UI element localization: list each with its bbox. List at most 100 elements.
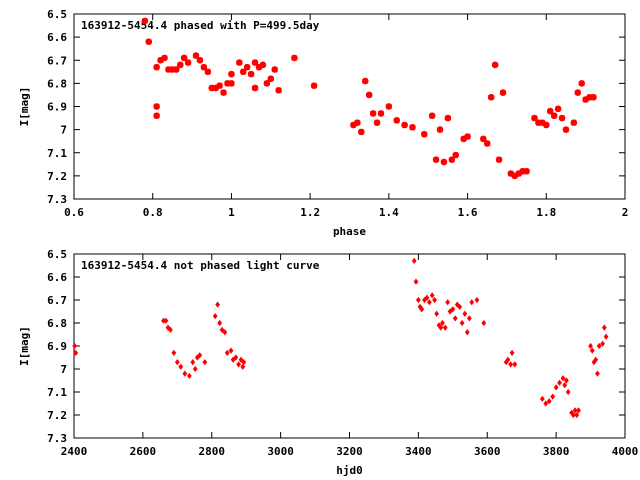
data-point xyxy=(539,119,546,126)
data-point xyxy=(434,310,440,317)
data-point xyxy=(495,156,503,163)
data-point xyxy=(182,370,188,377)
data-point xyxy=(228,70,235,78)
data-point xyxy=(491,61,499,69)
data-point xyxy=(511,172,518,180)
data-point xyxy=(560,375,566,382)
chart-title: 163912-5454.4 phased with P=499.5day xyxy=(81,19,320,32)
data-point xyxy=(589,347,595,354)
data-point xyxy=(350,121,357,129)
data-point xyxy=(546,398,552,405)
data-point xyxy=(259,61,267,69)
y-tick-label: 7.1 xyxy=(47,386,67,399)
y-axis-label: I[mag] xyxy=(18,87,31,127)
unphased-light-curve-chart: 2400 2600 2800 3000 3200 3400 3600 3800 4000 6.5 6… xyxy=(18,248,638,477)
data-point xyxy=(424,294,430,301)
data-point xyxy=(192,52,200,59)
data-point xyxy=(505,356,511,363)
data-point xyxy=(459,319,465,327)
data-point xyxy=(484,140,491,147)
data-point xyxy=(460,135,467,143)
y-tick-label: 7 xyxy=(60,124,67,137)
data-point xyxy=(576,407,581,414)
data-point xyxy=(153,103,160,110)
y-tick-label: 6.5 xyxy=(47,248,67,261)
x-tick-label: 2400 xyxy=(61,445,88,458)
data-point xyxy=(161,54,168,62)
data-point xyxy=(358,128,365,136)
data-point xyxy=(507,170,515,177)
chart-title: 163912-5454.4 not phased light curve xyxy=(81,259,320,272)
data-point xyxy=(562,381,568,389)
data-point xyxy=(163,317,169,324)
x-tick-label: 3600 xyxy=(474,445,501,458)
data-point xyxy=(192,365,198,373)
data-point xyxy=(190,358,196,366)
data-point xyxy=(222,329,228,336)
y-tick-label: 7.3 xyxy=(47,432,67,445)
data-point xyxy=(165,66,172,73)
data-point xyxy=(141,17,149,25)
data-point xyxy=(547,107,554,115)
data-point xyxy=(177,61,184,69)
data-point xyxy=(220,89,227,96)
data-point xyxy=(310,82,318,89)
data-point xyxy=(228,80,235,87)
data-point xyxy=(401,121,408,129)
y-tick-label: 6.9 xyxy=(47,340,67,353)
data-point xyxy=(415,296,421,304)
data-point xyxy=(531,114,538,122)
x-tick-label: 0.6 xyxy=(64,206,84,219)
x-tick-label: 3000 xyxy=(267,445,294,458)
x-axis-label: phase xyxy=(333,225,366,238)
data-point xyxy=(523,168,530,175)
data-point xyxy=(197,352,203,359)
y-tick-label: 7.1 xyxy=(47,147,67,160)
data-point xyxy=(419,306,425,313)
y-tick-label: 6.9 xyxy=(47,101,67,114)
data-point xyxy=(243,63,251,71)
data-point xyxy=(385,103,393,110)
x-tick-label: 1.6 xyxy=(458,206,478,219)
y-tick-label: 6.6 xyxy=(47,271,67,284)
data-point xyxy=(247,70,255,78)
data-point xyxy=(157,57,164,64)
data-point xyxy=(450,306,456,313)
data-point xyxy=(442,324,448,331)
data-point xyxy=(200,63,208,71)
x-tick-label: 2 xyxy=(622,206,629,219)
data-point xyxy=(174,358,180,366)
data-point xyxy=(452,151,459,159)
data-point xyxy=(233,354,239,361)
data-point xyxy=(543,400,549,407)
data-point xyxy=(275,87,282,94)
data-point xyxy=(457,303,463,311)
data-point xyxy=(462,310,468,317)
y-tick-label: 6.7 xyxy=(47,54,67,67)
data-point xyxy=(440,158,448,166)
data-point xyxy=(369,110,377,117)
data-point xyxy=(553,384,559,391)
y-tick-label: 7.2 xyxy=(47,170,67,183)
y-tick-label: 7.3 xyxy=(47,193,67,206)
x-tick-label: 1.2 xyxy=(300,206,320,219)
data-point xyxy=(241,358,247,366)
data-point xyxy=(480,135,487,143)
data-point xyxy=(169,66,176,73)
data-point xyxy=(212,312,218,320)
x-tick-label: 2600 xyxy=(130,445,157,458)
data-point xyxy=(588,342,593,350)
data-point xyxy=(373,119,381,126)
data-point xyxy=(291,54,298,62)
x-tick-label: 4000 xyxy=(612,445,639,458)
data-point xyxy=(409,124,416,131)
y-tick-label: 6.5 xyxy=(47,8,67,21)
data-point xyxy=(196,57,204,64)
data-point xyxy=(570,411,576,419)
data-point xyxy=(421,131,428,138)
y-tick-label: 6.7 xyxy=(47,294,67,307)
data-point xyxy=(570,119,578,126)
data-point xyxy=(519,168,526,175)
data-point xyxy=(596,342,602,350)
data-point xyxy=(595,370,600,377)
